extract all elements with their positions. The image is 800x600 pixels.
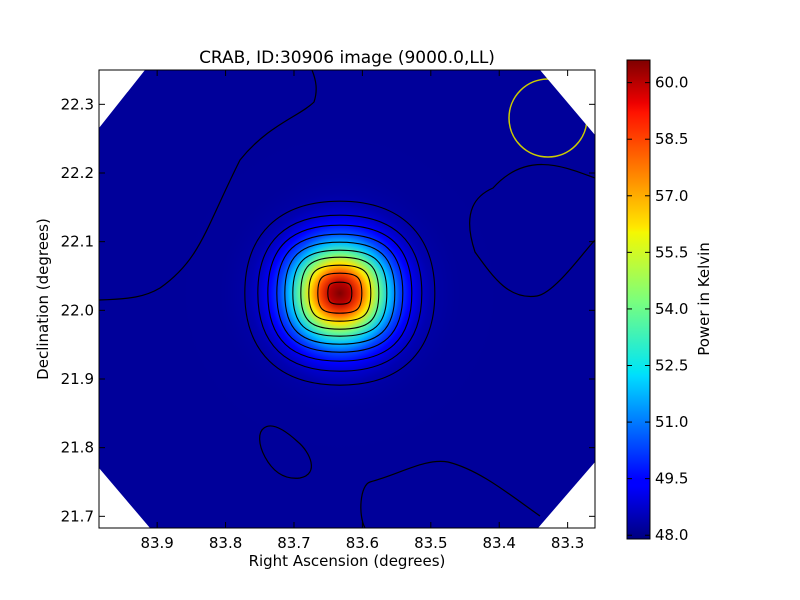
y-axis-label: Declination (degrees) — [34, 218, 52, 380]
source-contour-ring — [244, 200, 436, 386]
colorbar — [626, 59, 651, 540]
colorbar-tick-label: 48.0 — [655, 526, 688, 544]
colorbar-tick-label: 60.0 — [655, 74, 688, 92]
source-contour-ring — [327, 281, 353, 305]
x-tick-label: 83.5 — [414, 534, 447, 552]
plot-area — [99, 70, 595, 528]
contour-lower-right — [360, 460, 541, 528]
contour-outer-left — [99, 70, 317, 301]
y-tick-label: 21.7 — [61, 507, 94, 525]
colorbar-tick-label: 57.0 — [655, 187, 688, 205]
y-tick-label: 22.3 — [61, 95, 94, 113]
colorbar-tick-label: 52.5 — [655, 357, 688, 375]
source-contour-ring — [317, 272, 363, 314]
x-tick-label: 83.3 — [551, 534, 584, 552]
colorbar-tick-label: 58.5 — [655, 130, 688, 148]
colorbar-tick-label: 55.5 — [655, 243, 688, 261]
y-tick-label: 21.8 — [61, 439, 94, 457]
x-tick-label: 83.8 — [209, 534, 242, 552]
x-axis-ticks: 83.9 83.8 83.7 83.6 83.5 83.4 83.3 — [140, 70, 584, 552]
x-tick-label: 83.6 — [346, 534, 379, 552]
corner-mask-top-left — [99, 70, 145, 128]
source-contour-ring — [308, 264, 372, 322]
colorbar-tick-label: 54.0 — [655, 300, 688, 318]
y-axis-ticks: 21.7 21.8 21.9 22.0 22.1 22.2 22.3 — [61, 95, 595, 525]
source-contour-ring — [300, 256, 380, 330]
heatmap-image — [99, 70, 595, 528]
chart-title: CRAB, ID:30906 image (9000.0,LL) — [199, 48, 495, 68]
source-contours — [244, 200, 436, 386]
source-contour-ring — [284, 241, 396, 345]
contour-lower-blob — [259, 425, 312, 479]
x-tick-label: 83.4 — [483, 534, 516, 552]
colorbar-tick-label: 49.5 — [655, 470, 688, 488]
colorbar-label: Power in Kelvin — [695, 242, 713, 356]
y-tick-label: 22.0 — [61, 301, 94, 319]
corner-mask-bottom-left — [99, 468, 150, 528]
plot-frame — [98, 69, 596, 529]
y-tick-label: 22.2 — [61, 164, 94, 182]
y-tick-label: 21.9 — [61, 370, 94, 388]
contour-lines — [99, 70, 595, 528]
source-contour-ring — [257, 214, 423, 372]
colorbar-tick-label: 51.0 — [655, 413, 688, 431]
x-tick-label: 83.9 — [140, 534, 173, 552]
corner-mask-bottom-right — [538, 462, 595, 528]
source-contour-ring — [276, 233, 404, 353]
x-axis-label: Right Ascension (degrees) — [249, 552, 446, 570]
corner-mask-top-right — [540, 70, 595, 135]
y-tick-label: 22.1 — [61, 233, 94, 251]
colorbar-ticks: 48.0 49.5 51.0 52.5 54.0 55.5 57.0 58.5 60.0 — [627, 74, 688, 544]
source-contour-ring — [267, 224, 413, 362]
source-contour-ring — [292, 249, 388, 337]
x-tick-label: 83.7 — [277, 534, 310, 552]
contour-outer-right — [469, 164, 595, 298]
